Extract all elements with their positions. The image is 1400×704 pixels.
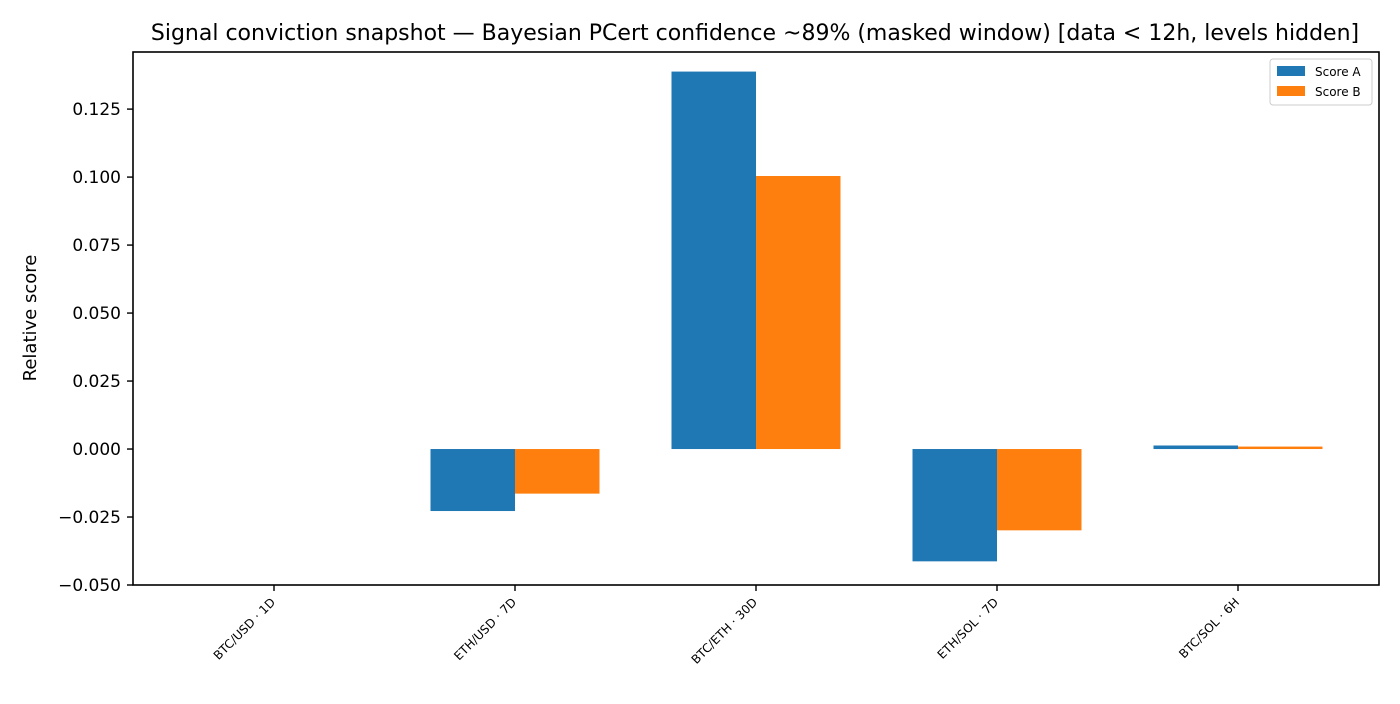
legend-label: Score A [1315, 65, 1361, 79]
x-tick-label: ETH/SOL · 7D [935, 595, 1002, 662]
y-tick-label: −0.025 [58, 508, 121, 528]
y-tick-label: −0.050 [58, 576, 121, 596]
bar-score-b-4 [1238, 446, 1323, 450]
bar-score-a-1 [430, 449, 515, 512]
y-tick-label: 0.025 [72, 372, 121, 392]
y-axis-label: Relative score [20, 255, 41, 382]
bar-score-a-4 [1153, 445, 1238, 450]
legend-swatch [1277, 86, 1305, 96]
legend-swatch [1277, 66, 1305, 76]
legend: Score A Score B [1269, 58, 1373, 106]
x-tick-label: BTC/USD · 1D [211, 595, 278, 662]
bar-score-b-1 [515, 449, 600, 494]
bar-score-a-3 [912, 449, 997, 562]
plot-frame [132, 51, 1380, 586]
legend-label: Score B [1315, 85, 1361, 99]
x-tick-label: BTC/ETH · 30D [689, 595, 761, 667]
bar-score-b-2 [756, 176, 841, 450]
y-tick-label: 0.000 [72, 440, 121, 460]
x-tick-label: ETH/USD · 7D [451, 595, 519, 663]
bars-layer [430, 71, 1323, 562]
bar-score-b-3 [997, 449, 1082, 531]
y-axis: −0.050 −0.025 0.000 0.025 0.050 0.075 0.100 0.1… [58, 100, 133, 596]
x-axis: BTC/USD · 1D ETH/USD · 7D BTC/ETH · 30D ETH… [211, 585, 1242, 667]
y-tick-label: 0.125 [72, 100, 121, 120]
x-tick-label: BTC/SOL · 6H [1176, 595, 1242, 661]
y-tick-label: 0.100 [72, 168, 121, 188]
bar-score-a-2 [671, 71, 756, 450]
y-tick-label: 0.050 [72, 304, 121, 324]
chart-title: Signal conviction snapshot — Bayesian PC… [151, 21, 1359, 46]
y-tick-label: 0.075 [72, 236, 121, 256]
